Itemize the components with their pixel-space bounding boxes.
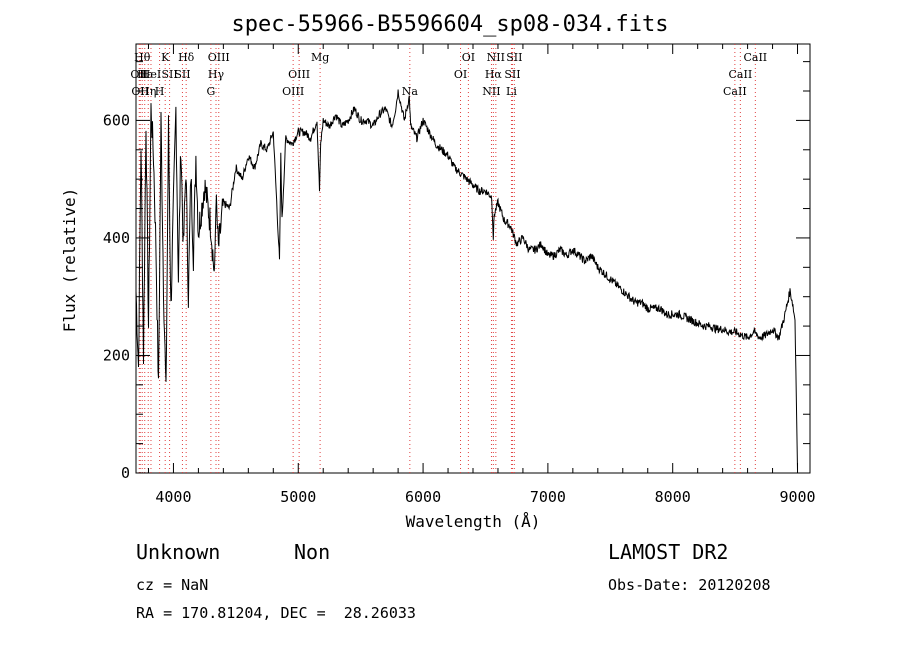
- x-axis-ticks: 4000 5000 6000 7000 8000 9000: [147, 44, 816, 506]
- line-label-5: HeI: [141, 68, 161, 81]
- line-label-13: OIII: [208, 51, 230, 64]
- x-axis-label: Wavelength (Å): [405, 512, 541, 531]
- line-label-8: SII: [161, 68, 177, 81]
- line-label-19: OI: [462, 51, 475, 64]
- line-label-11: G: [206, 85, 215, 98]
- line-label-2: Hθ: [134, 51, 151, 64]
- line-label-21: Hα: [485, 68, 503, 81]
- line-label-9: SII: [174, 68, 190, 81]
- spectral-line-markers: [138, 44, 756, 473]
- y-axis-ticks: 0 200 400 600: [103, 61, 810, 482]
- line-label-20: NII: [482, 85, 500, 98]
- line-label-28: CaII: [743, 51, 767, 64]
- y-tick-label: 200: [103, 346, 130, 364]
- line-label-24: SII: [504, 68, 520, 81]
- line-label-0: OII: [130, 68, 148, 81]
- x-tick-label: 6000: [405, 488, 441, 506]
- y-tick-label: 400: [103, 229, 130, 247]
- line-label-4: Hη: [140, 85, 156, 98]
- line-label-17: Na: [402, 85, 419, 98]
- obs-date: Obs-Date: 20120208: [608, 576, 771, 594]
- line-label-15: OIII: [288, 68, 310, 81]
- line-label-7: K: [161, 51, 170, 64]
- chart-title: spec-55966-B5596604_sp08-034.fits: [231, 12, 669, 37]
- x-tick-label: 4000: [155, 488, 191, 506]
- coordinates: RA = 170.81204, DEC = 28.26033: [136, 604, 416, 622]
- line-label-10: Hδ: [178, 51, 195, 64]
- plot-frame: [135, 43, 811, 474]
- spectral-line-labels: OIIOIIHθHεHηHeIHKSIISIIHδGHγOIIIOIIIOIII…: [130, 51, 767, 98]
- y-axis-label: Flux (relative): [60, 187, 79, 333]
- object-subclass: Non: [294, 540, 331, 564]
- line-label-23: Li: [506, 85, 517, 98]
- line-label-27: CaII: [729, 68, 753, 81]
- line-label-6: H: [155, 85, 165, 98]
- redshift-readout: cz = NaN: [136, 576, 209, 594]
- x-tick-label: 8000: [655, 488, 691, 506]
- x-tick-label: 5000: [280, 488, 316, 506]
- line-label-18: OI: [454, 68, 467, 81]
- line-label-26: CaII: [723, 85, 747, 98]
- line-label-14: OIII: [282, 85, 304, 98]
- line-label-12: Hγ: [208, 68, 225, 81]
- spectrum-line: [135, 89, 798, 471]
- x-tick-label: 9000: [779, 488, 815, 506]
- y-tick-label: 0: [121, 464, 130, 482]
- line-label-3: Hε: [137, 68, 153, 81]
- line-label-22: NII: [487, 51, 505, 64]
- y-tick-label: 600: [103, 111, 130, 129]
- object-class: Unknown: [136, 540, 221, 564]
- line-label-25: SII: [506, 51, 522, 64]
- line-label-16: Mg: [311, 51, 329, 64]
- x-tick-label: 7000: [530, 488, 566, 506]
- survey-name: LAMOST DR2: [608, 540, 729, 564]
